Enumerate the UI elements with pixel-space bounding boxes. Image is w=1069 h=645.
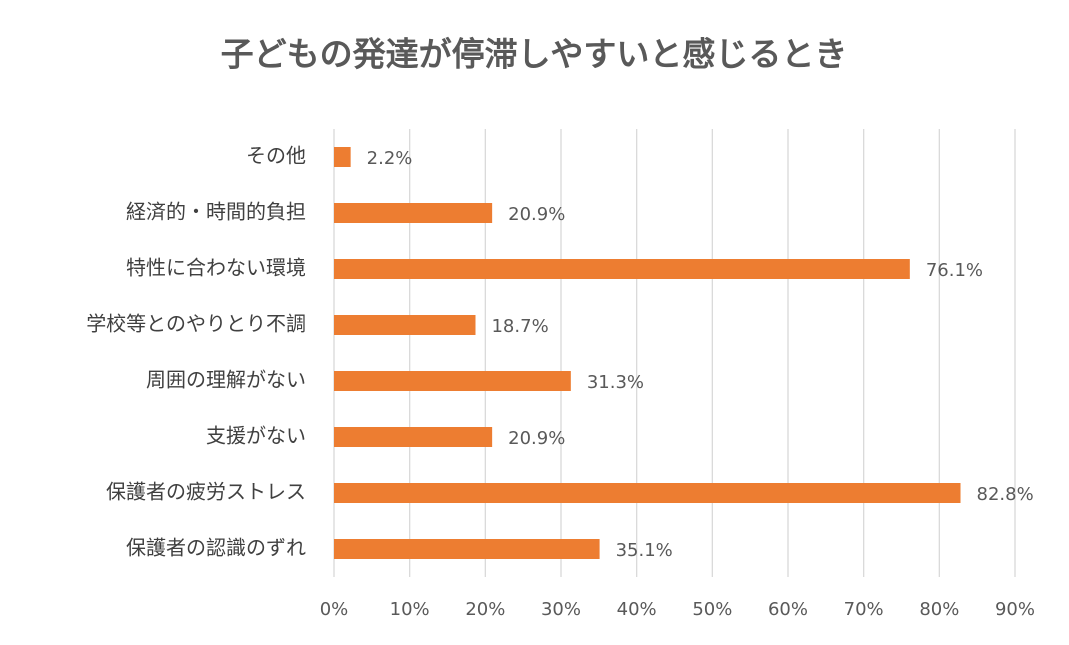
x-tick-label: 40% [617, 599, 657, 620]
bar [334, 371, 571, 391]
y-tick-label: 保護者の認識のずれ [126, 536, 306, 560]
bar [334, 259, 910, 279]
x-tick-label: 0% [320, 599, 349, 620]
value-label: 18.7% [491, 316, 548, 337]
x-tick-label: 10% [390, 599, 430, 620]
bar [334, 539, 600, 559]
y-tick-label: その他 [246, 144, 306, 168]
x-tick-label: 70% [844, 599, 884, 620]
x-tick-label: 50% [692, 599, 732, 620]
bar [334, 427, 493, 447]
y-tick-label: 特性に合わない環境 [126, 256, 306, 280]
bar [334, 203, 493, 223]
x-tick-label: 90% [995, 599, 1035, 620]
value-label: 35.1% [616, 540, 673, 561]
x-tick-label: 20% [465, 599, 505, 620]
x-tick-label: 30% [541, 599, 581, 620]
value-label: 2.2% [367, 148, 413, 169]
value-label: 20.9% [508, 428, 565, 449]
x-tick-label: 80% [919, 599, 959, 620]
y-tick-label: 支援がない [206, 424, 306, 448]
bar [334, 483, 961, 503]
y-tick-label: 保護者の疲労ストレス [106, 480, 306, 504]
bar [334, 147, 351, 167]
y-tick-label: 学校等とのやりとり不調 [86, 312, 306, 336]
y-tick-label: 周囲の理解がない [146, 368, 306, 392]
value-label: 76.1% [926, 260, 983, 281]
x-tick-label: 60% [768, 599, 808, 620]
value-label: 82.8% [977, 484, 1034, 505]
value-label: 20.9% [508, 204, 565, 225]
chart-title: 子どもの発達が停滞しやすいと感じるとき [221, 35, 848, 74]
bar [334, 315, 476, 335]
value-label: 31.3% [587, 372, 644, 393]
y-tick-label: 経済的・時間的負担 [126, 200, 306, 224]
